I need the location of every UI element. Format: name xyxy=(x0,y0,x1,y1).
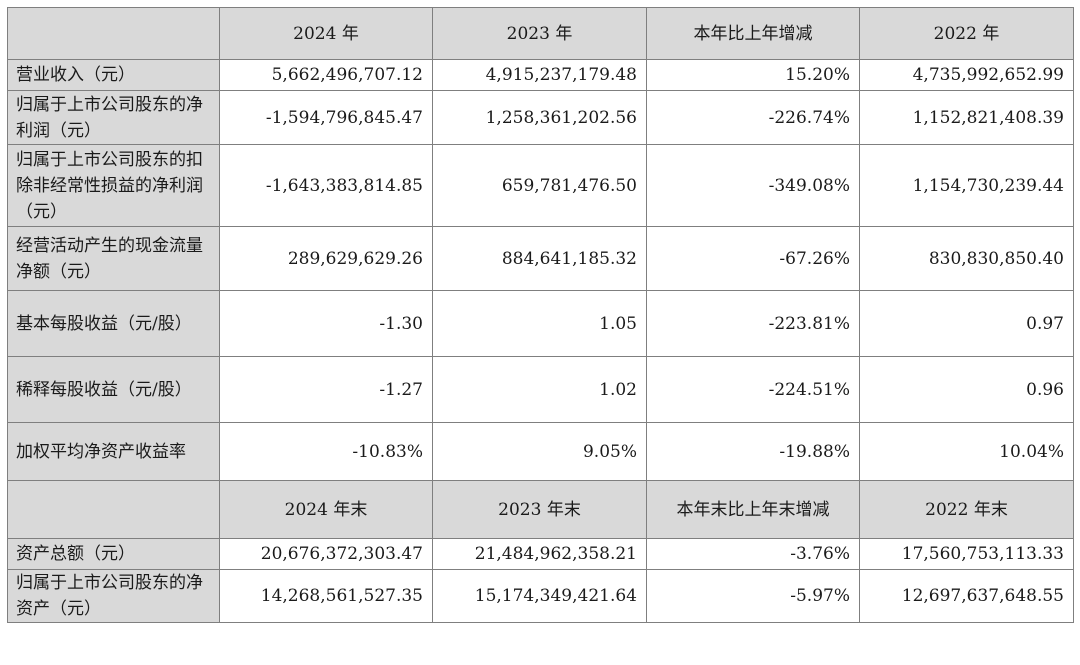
header-change-end: 本年末比上年末增减 xyxy=(646,480,860,539)
cell-2022: 17,560,753,113.33 xyxy=(859,538,1074,570)
cell-2023: 659,781,476.50 xyxy=(432,144,647,227)
table-row: 归属于上市公司股东的净利润（元） -1,594,796,845.47 1,258… xyxy=(7,90,1074,145)
header-2022: 2022 年 xyxy=(859,7,1074,60)
row-label: 资产总额（元） xyxy=(7,538,220,570)
table-row: 营业收入（元） 5,662,496,707.12 4,915,237,179.4… xyxy=(7,59,1074,91)
financial-summary-table: 2024 年 2023 年 本年比上年增减 2022 年 营业收入（元） 5,6… xyxy=(7,7,1074,623)
cell-2024: -1,643,383,814.85 xyxy=(219,144,433,227)
cell-2024: -1.30 xyxy=(219,290,433,357)
header-2024-end: 2024 年末 xyxy=(219,480,433,539)
cell-2022: 0.96 xyxy=(859,356,1074,423)
header-2023: 2023 年 xyxy=(432,7,647,60)
table-row: 稀释每股收益（元/股） -1.27 1.02 -224.51% 0.96 xyxy=(7,356,1074,423)
cell-2022: 1,152,821,408.39 xyxy=(859,90,1074,145)
header-2024: 2024 年 xyxy=(219,7,433,60)
header-change: 本年比上年增减 xyxy=(646,7,860,60)
cell-2022: 10.04% xyxy=(859,422,1074,481)
cell-2023: 21,484,962,358.21 xyxy=(432,538,647,570)
cell-2024: 289,629,629.26 xyxy=(219,226,433,291)
header-blank-cell xyxy=(7,480,220,539)
cell-2023: 15,174,349,421.64 xyxy=(432,569,647,623)
cell-change: -224.51% xyxy=(646,356,860,423)
cell-2022: 0.97 xyxy=(859,290,1074,357)
header-row-annual: 2024 年 2023 年 本年比上年增减 2022 年 xyxy=(7,7,1074,60)
row-label: 稀释每股收益（元/股） xyxy=(7,356,220,423)
cell-2022: 4,735,992,652.99 xyxy=(859,59,1074,91)
cell-change: -226.74% xyxy=(646,90,860,145)
header-blank-cell xyxy=(7,7,220,60)
cell-change: -3.76% xyxy=(646,538,860,570)
cell-2024: 20,676,372,303.47 xyxy=(219,538,433,570)
table-row: 资产总额（元） 20,676,372,303.47 21,484,962,358… xyxy=(7,538,1074,570)
cell-2023: 1,258,361,202.56 xyxy=(432,90,647,145)
row-label: 营业收入（元） xyxy=(7,59,220,91)
cell-2022: 830,830,850.40 xyxy=(859,226,1074,291)
cell-2023: 9.05% xyxy=(432,422,647,481)
header-2022-end: 2022 年末 xyxy=(859,480,1074,539)
cell-change: 15.20% xyxy=(646,59,860,91)
table-row: 经营活动产生的现金流量净额（元） 289,629,629.26 884,641,… xyxy=(7,226,1074,291)
header-2023-end: 2023 年末 xyxy=(432,480,647,539)
cell-2023: 1.02 xyxy=(432,356,647,423)
cell-2024: -10.83% xyxy=(219,422,433,481)
cell-2024: 5,662,496,707.12 xyxy=(219,59,433,91)
header-row-yearend: 2024 年末 2023 年末 本年末比上年末增减 2022 年末 xyxy=(7,480,1074,539)
row-label: 归属于上市公司股东的净资产（元） xyxy=(7,569,220,623)
cell-2024: -1.27 xyxy=(219,356,433,423)
cell-2024: 14,268,561,527.35 xyxy=(219,569,433,623)
table-row: 归属于上市公司股东的扣除非经常性损益的净利润（元） -1,643,383,814… xyxy=(7,144,1074,227)
cell-2024: -1,594,796,845.47 xyxy=(219,90,433,145)
table-row: 归属于上市公司股东的净资产（元） 14,268,561,527.35 15,17… xyxy=(7,569,1074,623)
table-row: 基本每股收益（元/股） -1.30 1.05 -223.81% 0.97 xyxy=(7,290,1074,357)
cell-2022: 12,697,637,648.55 xyxy=(859,569,1074,623)
cell-2023: 4,915,237,179.48 xyxy=(432,59,647,91)
cell-change: -349.08% xyxy=(646,144,860,227)
cell-change: -67.26% xyxy=(646,226,860,291)
cell-change: -223.81% xyxy=(646,290,860,357)
cell-2022: 1,154,730,239.44 xyxy=(859,144,1074,227)
row-label: 归属于上市公司股东的净利润（元） xyxy=(7,90,220,145)
row-label: 加权平均净资产收益率 xyxy=(7,422,220,481)
cell-2023: 884,641,185.32 xyxy=(432,226,647,291)
cell-change: -5.97% xyxy=(646,569,860,623)
row-label: 归属于上市公司股东的扣除非经常性损益的净利润（元） xyxy=(7,144,220,227)
row-label: 经营活动产生的现金流量净额（元） xyxy=(7,226,220,291)
table-row: 加权平均净资产收益率 -10.83% 9.05% -19.88% 10.04% xyxy=(7,422,1074,481)
cell-change: -19.88% xyxy=(646,422,860,481)
row-label: 基本每股收益（元/股） xyxy=(7,290,220,357)
cell-2023: 1.05 xyxy=(432,290,647,357)
